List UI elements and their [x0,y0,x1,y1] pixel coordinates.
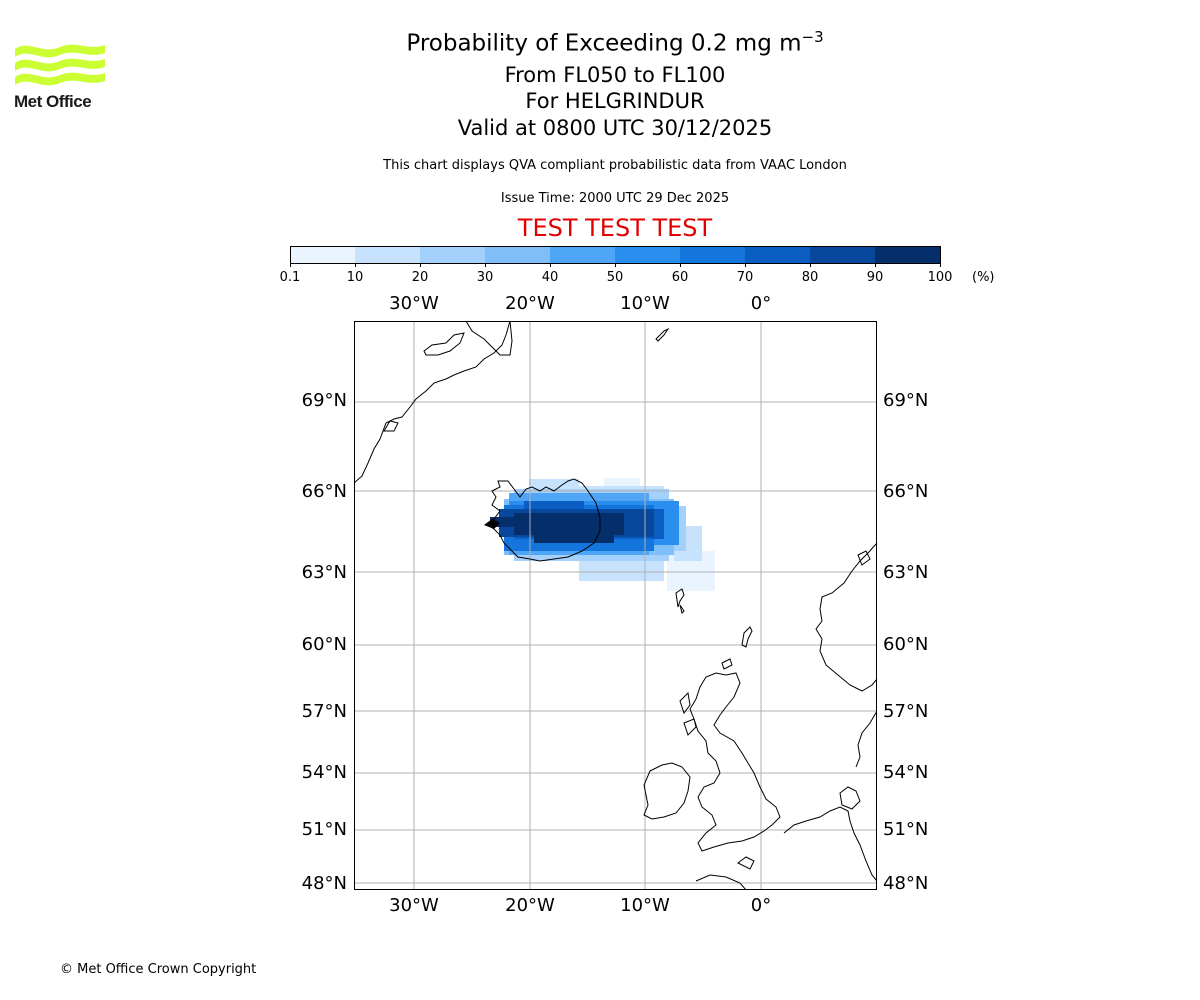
colorbar-tick-label: 10 [346,270,364,285]
lat-label-left-51n: 51°N [301,819,347,840]
colorbar-cell [680,246,745,263]
test-banner: TEST TEST TEST [517,214,713,242]
data-note: This chart displays QVA compliant probab… [383,158,847,173]
lat-label-right-66n: 66°N [883,481,929,502]
lon-label-top-30w: 30°W [389,293,439,314]
colorbar-cell [485,246,550,263]
valid-time: Valid at 0800 UTC 30/12/2025 [457,116,773,140]
met-office-logo [15,44,105,86]
colorbar-cell [550,246,615,263]
colorbar-tick-label: 0.1 [279,270,301,285]
logo-wordmark: Met Office [14,92,92,111]
lat-label-right-60n: 60°N [883,634,929,655]
coastlines [354,321,877,890]
lon-label-bottom-0: 0° [750,895,772,916]
colorbar-cell [875,246,940,263]
lat-label-right-48n: 48°N [883,873,929,894]
lat-label-left-54n: 54°N [301,762,347,783]
colorbar-tick-label: 90 [866,270,884,285]
colorbar-tick-label: 80 [801,270,819,285]
lat-label-right-57n: 57°N [883,701,929,722]
copyright-notice: © Met Office Crown Copyright [60,962,257,977]
lon-label-bottom-10w: 10°W [620,895,670,916]
colorbar-cell [615,246,680,263]
colorbar-cell [810,246,875,263]
volcano-marker [484,519,500,529]
colorbar-cell [420,246,485,263]
lat-label-left-48n: 48°N [301,873,347,894]
flight-level-range: From FL050 to FL100 [504,63,726,87]
colorbar-tick-label: 60 [671,270,689,285]
ash-probability-plume [490,478,715,591]
volcano-name: For HELGRINDUR [525,89,705,113]
lon-label-top-20w: 20°W [505,293,555,314]
lat-label-right-63n: 63°N [883,562,929,583]
lat-label-left-66n: 66°N [301,481,347,502]
colorbar-tick-label: 40 [541,270,559,285]
map-frame [354,321,877,890]
issue-time: Issue Time: 2000 UTC 29 Dec 2025 [500,191,730,206]
lon-label-top-10w: 10°W [620,293,670,314]
graticule [354,321,877,890]
lon-label-top-0: 0° [750,293,772,314]
map-panel [354,321,877,890]
chart-title: Probability of Exceeding 0.2 mg m−3 [406,28,824,57]
colorbar-tick-label: 20 [411,270,429,285]
colorbar-tick-label: 70 [736,270,754,285]
lat-label-right-51n: 51°N [883,819,929,840]
lon-label-bottom-30w: 30°W [389,895,439,916]
colorbar-tick-label: 30 [476,270,494,285]
lat-label-left-60n: 60°N [301,634,347,655]
lat-label-left-63n: 63°N [301,562,347,583]
colorbar-cell [355,246,420,263]
colorbar [290,246,941,267]
colorbar-cell [290,246,355,263]
lon-label-bottom-20w: 20°W [505,895,555,916]
colorbar-cell [745,246,810,263]
colorbar-tick-label: 100 [927,270,953,285]
lat-label-left-69n: 69°N [301,390,347,411]
lat-label-right-69n: 69°N [883,390,929,411]
colorbar-unit: (%) [972,270,995,285]
lat-label-right-54n: 54°N [883,762,929,783]
colorbar-tick-label: 50 [606,270,624,285]
lat-label-left-57n: 57°N [301,701,347,722]
